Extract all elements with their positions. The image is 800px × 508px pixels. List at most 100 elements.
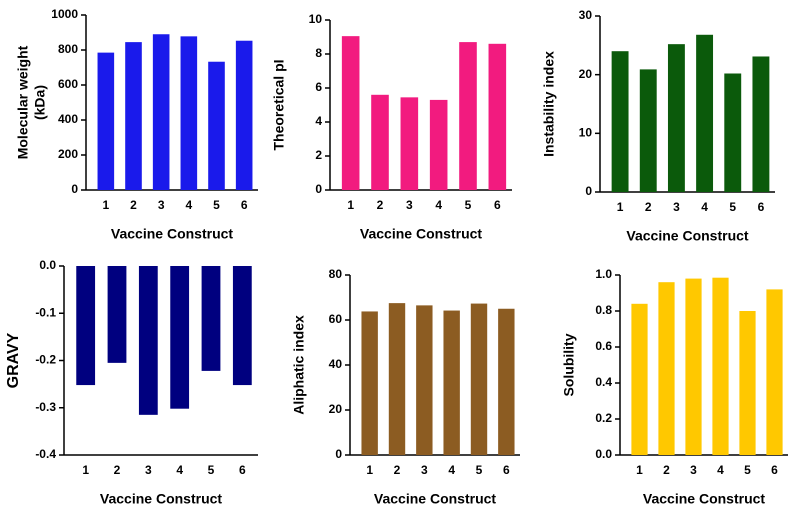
x-tick-label: 4: [176, 463, 183, 477]
x-tick-label: 1: [636, 463, 643, 477]
x-tick-label: 4: [448, 463, 455, 477]
y-tick-label: 8: [315, 46, 322, 60]
bar: [125, 42, 142, 190]
bar: [97, 52, 115, 190]
bar: [611, 51, 629, 193]
bar: [658, 282, 675, 455]
x-tick-label: 1: [617, 200, 624, 214]
bar: [443, 310, 460, 455]
x-tick-label: 5: [465, 198, 472, 212]
y-tick-label: 200: [58, 147, 78, 161]
y-tick-label: 4: [315, 114, 322, 128]
bar: [232, 266, 252, 386]
x-tick-label: 1: [366, 463, 373, 477]
y-tick-label: 600: [58, 77, 78, 91]
bar: [498, 308, 515, 455]
y-tick-label: 2: [315, 148, 322, 162]
x-axis-title: Vaccine Construct: [374, 491, 496, 507]
y-tick-label: -0.1: [35, 305, 56, 319]
x-tick-label: 6: [241, 198, 248, 212]
x-tick-label: 6: [494, 198, 501, 212]
bar: [696, 34, 714, 193]
bar: [388, 303, 406, 455]
y-tick-label: 0.8: [595, 303, 612, 317]
x-tick-label: 3: [158, 198, 165, 212]
bar: [341, 36, 360, 191]
y-axis-title: Solubility: [561, 333, 577, 396]
y-tick-label: 0: [71, 182, 78, 196]
y-axis-title: Molecular weight: [15, 45, 31, 159]
bar: [400, 97, 419, 190]
x-tick-label: 1: [82, 463, 89, 477]
bar: [752, 56, 770, 193]
x-tick-label: 5: [744, 463, 751, 477]
bar: [639, 69, 657, 192]
x-tick-label: 5: [213, 198, 220, 212]
bar: [235, 40, 253, 190]
y-tick-label: -0.2: [35, 353, 56, 367]
y-axis-title: Aliphatic index: [291, 315, 307, 415]
y-axis-title: Instability index: [541, 51, 557, 157]
bar: [152, 34, 170, 190]
y-tick-label: 800: [58, 42, 78, 56]
bar: [766, 289, 783, 455]
y-tick-label: 0.6: [595, 339, 612, 353]
y-axis-title: (kDa): [32, 85, 48, 120]
x-tick-label: 5: [208, 463, 215, 477]
x-tick-label: 1: [347, 198, 354, 212]
bar: [470, 303, 488, 455]
y-tick-label: 10: [579, 126, 593, 140]
bar: [76, 266, 96, 386]
y-axis-title: Theoretical pI: [271, 59, 287, 150]
bar: [459, 42, 477, 190]
x-tick-label: 3: [145, 463, 152, 477]
x-tick-label: 4: [701, 200, 708, 214]
y-tick-label: 10: [309, 12, 323, 26]
x-tick-label: 3: [673, 200, 680, 214]
bar: [416, 305, 433, 455]
bar: [361, 311, 378, 455]
x-tick-label: 3: [421, 463, 428, 477]
x-tick-label: 3: [406, 198, 413, 212]
x-tick-label: 2: [663, 463, 670, 477]
bar: [429, 99, 448, 190]
x-tick-label: 2: [130, 198, 137, 212]
y-tick-label: -0.4: [35, 447, 56, 461]
bar: [739, 311, 756, 455]
y-tick-label: 1000: [51, 7, 78, 21]
x-axis-title: Vaccine Construct: [643, 491, 765, 507]
bar: [107, 266, 127, 363]
x-tick-label: 4: [435, 198, 442, 212]
bar: [667, 44, 685, 192]
x-tick-label: 4: [185, 198, 192, 212]
y-tick-label: 0.0: [595, 447, 612, 461]
bar: [138, 266, 158, 415]
x-tick-label: 4: [717, 463, 724, 477]
y-tick-label: 20: [329, 402, 343, 416]
x-tick-label: 3: [690, 463, 697, 477]
bar: [170, 266, 190, 409]
y-tick-label: 0: [335, 447, 342, 461]
y-tick-label: 6: [315, 80, 322, 94]
y-tick-label: 400: [58, 112, 78, 126]
y-tick-label: 0.2: [595, 411, 612, 425]
x-tick-label: 2: [377, 198, 384, 212]
y-tick-label: 0: [585, 184, 592, 198]
x-tick-label: 1: [102, 198, 109, 212]
y-axis-title: GRAVY: [5, 332, 22, 388]
y-tick-label: 1.0: [595, 267, 612, 281]
bar: [712, 277, 729, 455]
x-axis-title: Vaccine Construct: [111, 226, 233, 242]
y-tick-label: -0.3: [35, 400, 56, 414]
y-tick-label: 0.4: [595, 375, 612, 389]
x-tick-label: 5: [729, 200, 736, 214]
x-tick-label: 2: [645, 200, 652, 214]
x-axis-title: Vaccine Construct: [626, 228, 748, 244]
y-tick-label: 80: [329, 267, 343, 281]
y-tick-label: 0: [315, 182, 322, 196]
y-tick-label: 20: [579, 67, 593, 81]
x-tick-label: 6: [758, 200, 765, 214]
y-tick-label: 30: [579, 8, 593, 22]
